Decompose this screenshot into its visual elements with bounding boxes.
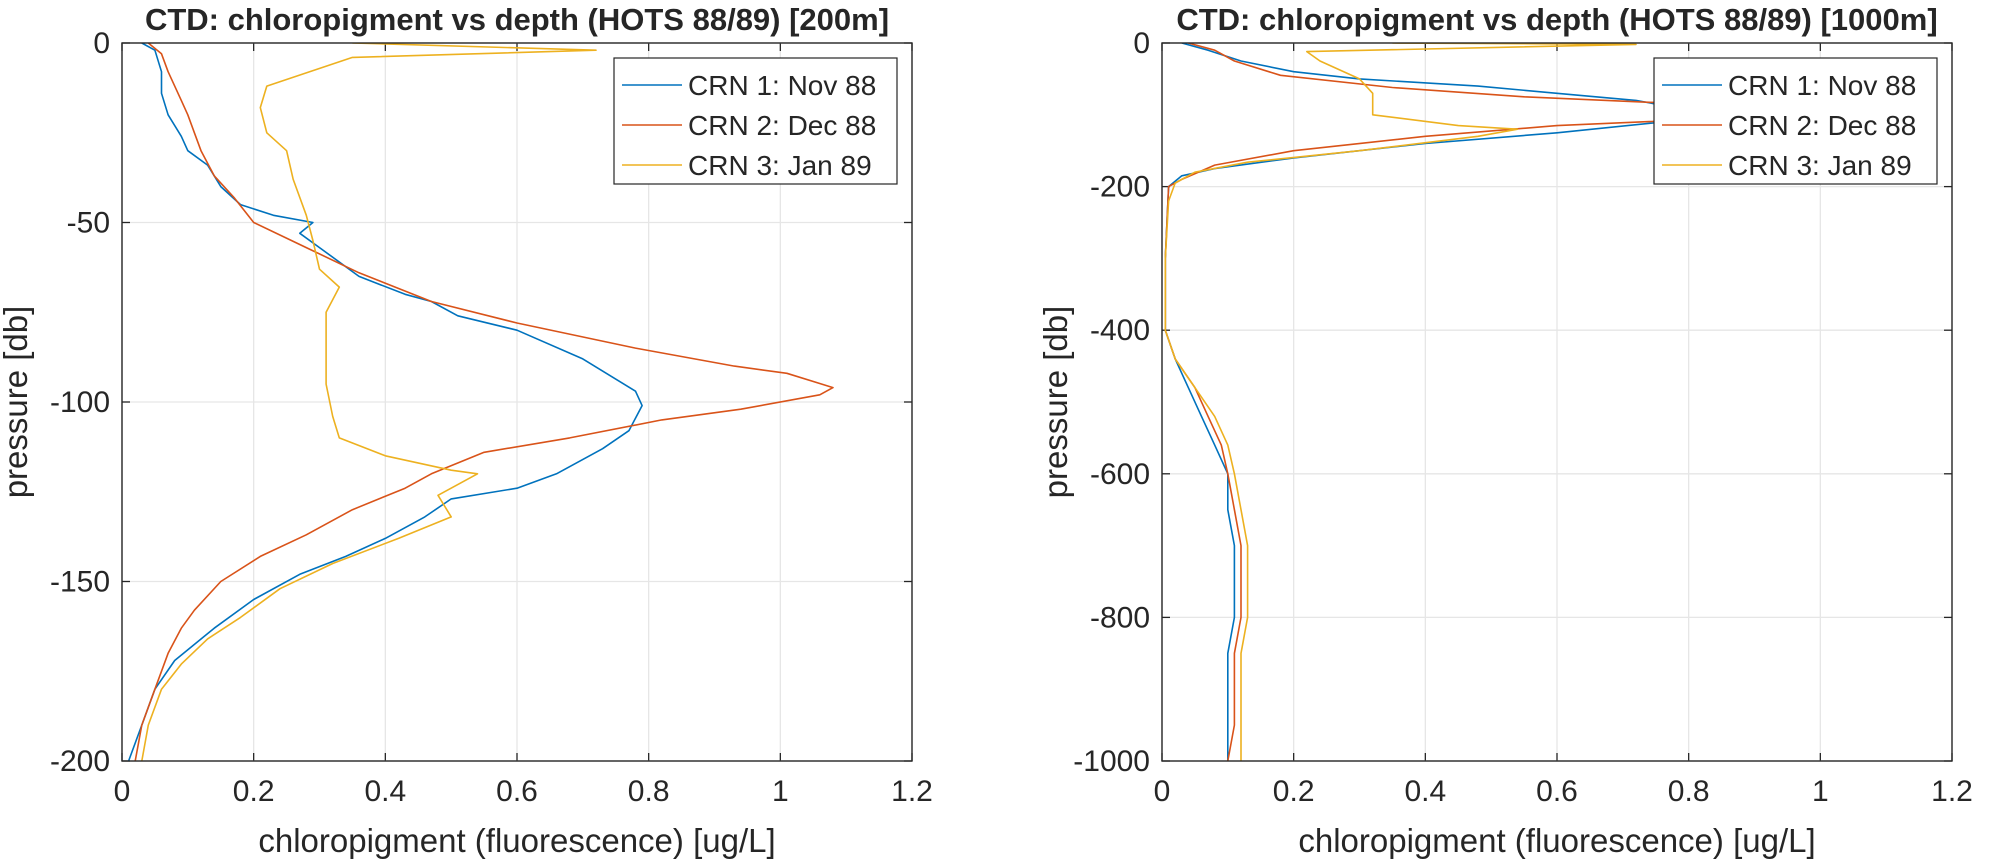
- x-tick-label: 1.2: [1931, 775, 1973, 808]
- series-line-0: [127, 43, 643, 761]
- series-line-2: [1164, 43, 1637, 761]
- legend-label: CRN 3: Jan 89: [1728, 150, 1912, 181]
- legend: CRN 1: Nov 88 CRN 2: Dec 88 CRN 3: Jan 89: [1653, 57, 1938, 185]
- y-tick-label: 0: [1133, 27, 1150, 60]
- series-line-0: [1164, 43, 1690, 761]
- chart-title: CTD: chloropigment vs depth (HOTS 88/89)…: [145, 2, 889, 37]
- x-tick-label: 0.6: [496, 775, 538, 808]
- y-tick-label: -600: [1090, 458, 1150, 491]
- x-tick-label: 0.6: [1536, 775, 1578, 808]
- x-tick-label: 1: [1812, 775, 1829, 808]
- series-line-1: [134, 43, 834, 761]
- x-axis-label: chloropigment (fluorescence) [ug/L]: [1298, 822, 1815, 859]
- x-tick-label: 0: [114, 775, 131, 808]
- x-tick-label: 1: [772, 775, 789, 808]
- y-tick-label: -800: [1090, 601, 1150, 634]
- y-tick-label: -50: [67, 207, 110, 240]
- series-line-2: [141, 43, 597, 761]
- chart-1: 0 0.2 0.4 0.6 0.8 1 1.2 0 -200 -400 -600 -800 -1000 C…: [1037, 2, 1973, 859]
- y-axis-label: pressure [db]: [0, 306, 34, 499]
- legend-box: [1653, 57, 1938, 185]
- chart-title: CTD: chloropigment vs depth (HOTS 88/89)…: [1176, 2, 1937, 37]
- x-tick-label: 0.8: [1668, 775, 1710, 808]
- x-tick-label: 1.2: [891, 775, 933, 808]
- y-tick-label: -100: [50, 386, 110, 419]
- series-line-1: [1164, 43, 1874, 761]
- y-tick-label: -1000: [1073, 745, 1150, 778]
- legend-label: CRN 1: Nov 88: [688, 70, 876, 101]
- x-tick-label: 0.4: [1404, 775, 1446, 808]
- legend-label: CRN 2: Dec 88: [688, 110, 876, 141]
- y-tick-label: -200: [1090, 171, 1150, 204]
- y-tick-label: -400: [1090, 314, 1150, 347]
- x-tick-label: 0: [1154, 775, 1171, 808]
- legend-box: [613, 57, 898, 185]
- legend-label: CRN 2: Dec 88: [1728, 110, 1916, 141]
- x-tick-label: 0.8: [628, 775, 670, 808]
- y-axis-label: pressure [db]: [1037, 306, 1074, 499]
- x-tick-label: 0.2: [233, 775, 275, 808]
- legend-label: CRN 1: Nov 88: [1728, 70, 1916, 101]
- chart-0: 0 0.2 0.4 0.6 0.8 1 1.2 0 -50 -100 -150 -200 CTD: ch…: [0, 2, 933, 859]
- axes-box: [121, 42, 913, 762]
- x-axis-label: chloropigment (fluorescence) [ug/L]: [258, 822, 775, 859]
- y-tick-label: -150: [50, 566, 110, 599]
- legend: CRN 1: Nov 88 CRN 2: Dec 88 CRN 3: Jan 89: [613, 57, 898, 185]
- y-tick-label: 0: [93, 27, 110, 60]
- axes-box: [1161, 42, 1953, 762]
- legend-label: CRN 3: Jan 89: [688, 150, 872, 181]
- x-tick-label: 0.2: [1273, 775, 1315, 808]
- y-tick-label: -200: [50, 745, 110, 778]
- x-tick-label: 0.4: [364, 775, 406, 808]
